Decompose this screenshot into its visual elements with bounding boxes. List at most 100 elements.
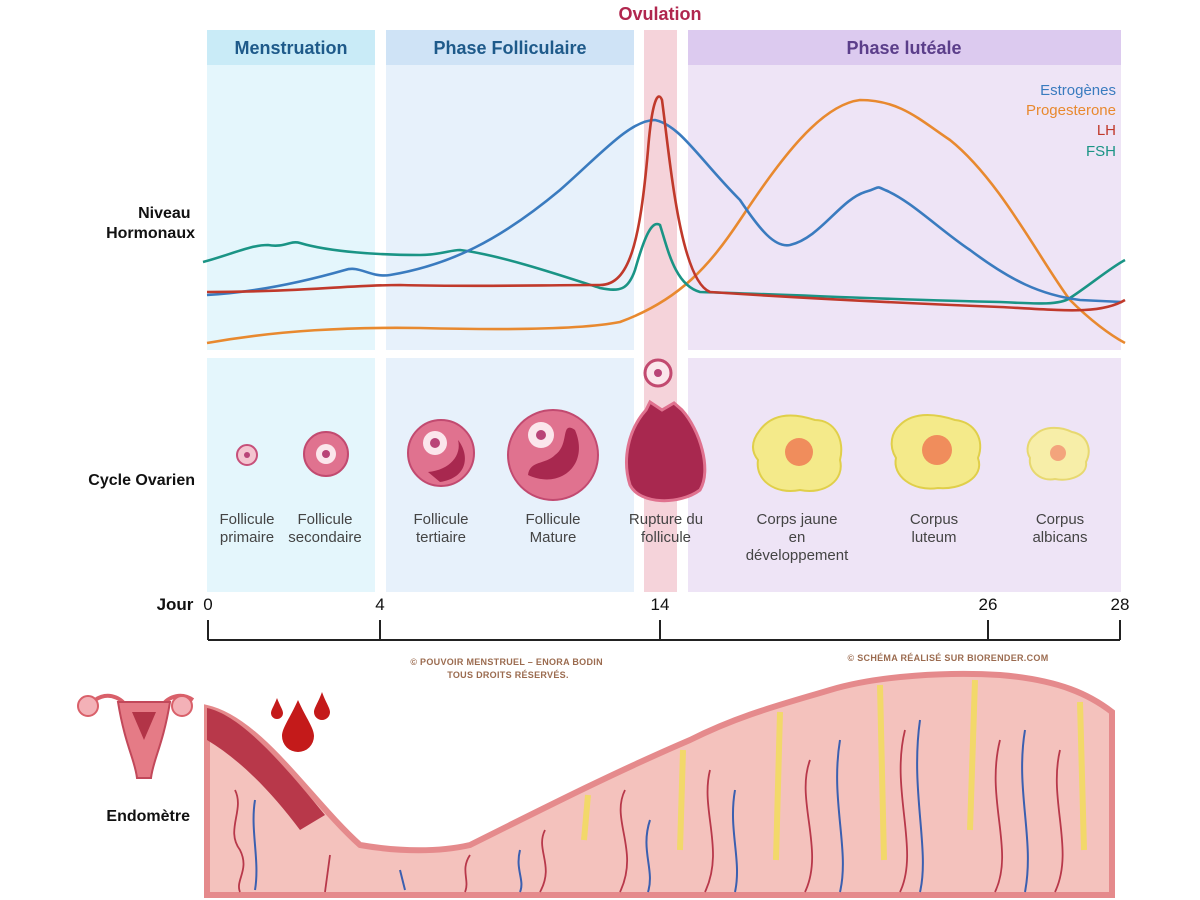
day-label: 0 xyxy=(203,595,212,614)
phase-backgrounds-part xyxy=(688,30,1121,65)
stage-label-line: primaire xyxy=(220,529,274,546)
endometrium-illustration-part-part xyxy=(324,854,331,893)
phase-backgrounds-part xyxy=(207,65,375,350)
legend-label: Estrogènes xyxy=(1040,82,1116,99)
endometrium-illustration-part xyxy=(581,679,1087,861)
stage-label: Follicule tertiaire xyxy=(413,511,468,546)
phase-label: Ovulation xyxy=(618,4,701,24)
follicle-illustrations-part xyxy=(785,438,813,466)
phase-backgrounds-part xyxy=(644,30,677,592)
stage-label: Corps jaune en développement xyxy=(746,511,849,564)
phase-label: Phase Folliculaire xyxy=(433,38,586,58)
stage-label-line: tertiaire xyxy=(416,529,466,546)
follicle-illustrations-part xyxy=(322,450,330,458)
row-label: Niveau Hormonaux xyxy=(106,205,195,242)
endometrium-illustration-part xyxy=(233,729,1064,893)
stage-label-line: Mature xyxy=(530,529,577,546)
endometrium-illustration-part-part xyxy=(517,849,523,893)
day-label: 28 xyxy=(1111,595,1130,614)
legend-label: LH xyxy=(1097,122,1116,139)
uterus-icon-part xyxy=(171,695,193,717)
blood-drops-part xyxy=(314,692,330,720)
stage-label-line: albicans xyxy=(1032,529,1087,546)
endometrium-illustration-part-part xyxy=(399,869,406,891)
endometrium-illustration-part xyxy=(207,708,325,830)
credit: © POUVOIR MENSTRUEL – ENORA BODIN TOUS D… xyxy=(410,657,605,680)
hormone-curves-part xyxy=(206,95,1126,312)
endometrium-illustration-part-part xyxy=(1054,749,1064,893)
stage-label-line: Corpus xyxy=(1036,511,1084,528)
stage-label-line: Rupture du xyxy=(629,511,703,528)
credit: © SCHÉMA RÉALISÉ SUR BIORENDER.COM xyxy=(847,653,1048,663)
endometrium-illustration-part-part xyxy=(645,819,651,893)
endometrium-illustration-part-part xyxy=(464,854,471,893)
stage-label-line: Follicule xyxy=(219,511,274,528)
endometrium-illustration-part-part xyxy=(773,711,783,861)
uterus-icon xyxy=(77,693,195,779)
uterus-icon-part xyxy=(77,695,99,717)
phase-label: Phase lutéale xyxy=(846,38,961,58)
endometrium-illustration-part-part xyxy=(1077,701,1087,851)
legend-label: Progesterone xyxy=(1026,102,1116,119)
follicle-illustrations xyxy=(236,358,1090,503)
row-label: Cycle Ovarien xyxy=(88,472,195,489)
row-label-line: Niveau xyxy=(138,205,190,222)
day-label: 26 xyxy=(979,595,998,614)
endometrium-illustration-part-part xyxy=(252,799,258,891)
follicle-illustrations-part xyxy=(244,452,250,458)
stage-label: Rupture du follicule xyxy=(629,511,703,546)
axis-label: Jour xyxy=(157,595,194,614)
stage-label: Follicule primaire xyxy=(219,511,274,546)
stage-label: Corpus luteum xyxy=(910,511,958,546)
blood-drops-part xyxy=(282,700,314,752)
phase-backgrounds-part xyxy=(386,30,634,65)
credit-line: © POUVOIR MENSTRUEL – ENORA BODIN xyxy=(410,657,603,667)
endometrium-illustration-part-part xyxy=(967,679,978,831)
follicle-illustrations-part xyxy=(430,438,440,448)
blood-drops xyxy=(271,692,330,752)
stage-label-line: en xyxy=(789,529,806,546)
stage-label-line: secondaire xyxy=(288,529,361,546)
stage-label: Follicule Mature xyxy=(525,511,580,546)
endometrium-illustration-part-part xyxy=(581,794,591,841)
row-label-line: Hormonaux xyxy=(106,225,195,242)
row-label: Endomètre xyxy=(106,808,190,825)
phase-label: Menstruation xyxy=(234,38,347,58)
uterus-icon-part xyxy=(132,712,156,740)
stage-label-line: Follicule xyxy=(525,511,580,528)
endometrium-illustration-part-part xyxy=(704,769,714,893)
follicle-illustrations-part xyxy=(922,435,952,465)
endometrium-illustration xyxy=(204,670,1115,898)
follicle-illustrations-part xyxy=(528,427,579,480)
hormone-curves-part xyxy=(206,98,1126,345)
stage-label: Follicule secondaire xyxy=(288,511,361,546)
phase-backgrounds-part xyxy=(207,358,375,592)
endometrium-illustration-part-part xyxy=(877,684,887,861)
stage-label-line: Corpus xyxy=(910,511,958,528)
endometrium-illustration-part xyxy=(252,719,1029,893)
follicle-illustrations-part xyxy=(536,430,546,440)
stage-label-line: follicule xyxy=(641,529,691,546)
day-ticks: 0 4 14 26 28 xyxy=(203,595,1129,640)
day-label: 4 xyxy=(375,595,384,614)
endometrium-illustration-part-part xyxy=(836,739,844,893)
hormone-curves-part xyxy=(206,118,1123,304)
blood-drops-part xyxy=(271,698,283,719)
follicle-illustrations-part xyxy=(654,369,662,377)
legend-label: FSH xyxy=(1086,143,1116,160)
endometrium-illustration-part-part xyxy=(1021,729,1029,893)
endometrium-illustration-part-part xyxy=(539,829,547,893)
phase-backgrounds-part xyxy=(386,65,634,350)
hormone-curves xyxy=(202,95,1126,345)
stage-label: Corpus albicans xyxy=(1032,511,1087,546)
endometrium-illustration-part-part xyxy=(677,749,686,851)
follicle-illustrations-part xyxy=(507,409,599,501)
endometrium-illustration-part-part xyxy=(899,729,909,893)
stage-label-line: Follicule xyxy=(413,511,468,528)
follicle-illustrations-part xyxy=(625,399,707,503)
endometrium-illustration-part-part xyxy=(233,789,245,893)
follicle-illustrations-part xyxy=(1050,445,1066,461)
